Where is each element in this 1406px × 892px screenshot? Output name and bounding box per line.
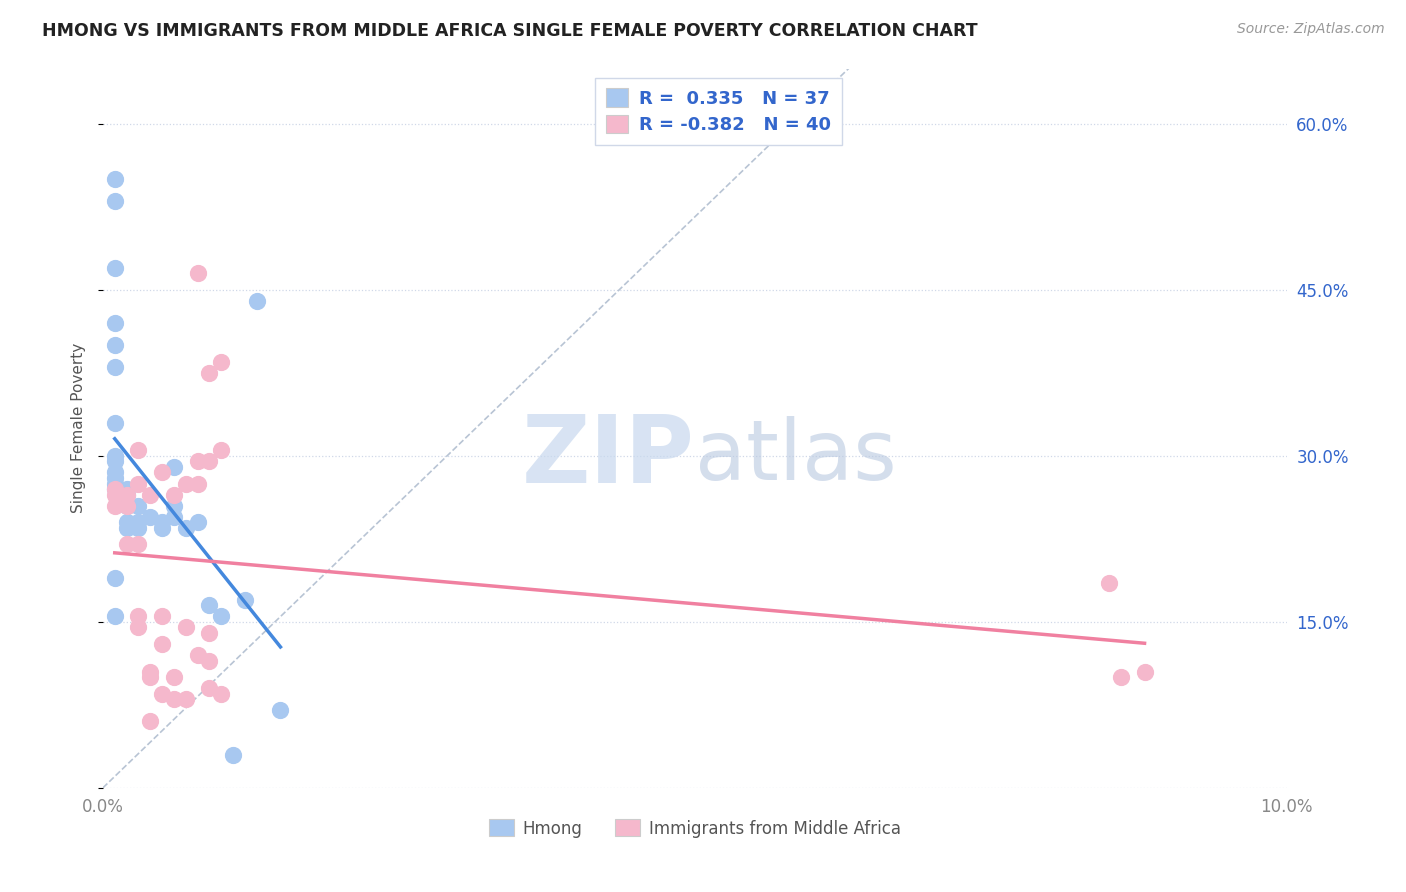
Point xyxy=(198,366,221,380)
Legend: Hmong, Immigrants from Middle Africa: Hmong, Immigrants from Middle Africa xyxy=(482,813,907,844)
Point xyxy=(209,355,232,369)
Point xyxy=(163,499,186,513)
Point xyxy=(104,454,127,468)
Point xyxy=(127,620,149,634)
Point xyxy=(104,316,127,330)
Point xyxy=(104,499,127,513)
Point xyxy=(104,609,127,624)
Point xyxy=(104,471,127,485)
Point xyxy=(1098,576,1121,591)
Point xyxy=(163,459,186,474)
Point xyxy=(187,476,209,491)
Point xyxy=(104,360,127,375)
Point xyxy=(127,609,149,624)
Y-axis label: Single Female Poverty: Single Female Poverty xyxy=(72,343,86,513)
Point xyxy=(127,499,149,513)
Point xyxy=(198,454,221,468)
Point xyxy=(139,714,162,729)
Point xyxy=(150,466,173,480)
Point xyxy=(222,747,245,762)
Point xyxy=(139,670,162,684)
Point xyxy=(104,416,127,430)
Text: Source: ZipAtlas.com: Source: ZipAtlas.com xyxy=(1237,22,1385,37)
Point xyxy=(139,509,162,524)
Point xyxy=(115,515,138,529)
Point xyxy=(115,487,138,501)
Point xyxy=(104,172,127,186)
Point xyxy=(104,260,127,275)
Point xyxy=(174,521,197,535)
Point xyxy=(150,515,173,529)
Text: ZIP: ZIP xyxy=(522,411,695,503)
Point xyxy=(198,654,221,668)
Point xyxy=(127,521,149,535)
Point xyxy=(246,293,269,308)
Point xyxy=(1109,670,1132,684)
Point xyxy=(139,665,162,679)
Point xyxy=(104,194,127,209)
Point xyxy=(1133,665,1156,679)
Point xyxy=(104,338,127,352)
Point xyxy=(187,648,209,662)
Point xyxy=(174,476,197,491)
Point xyxy=(209,443,232,458)
Point xyxy=(163,509,186,524)
Point xyxy=(198,626,221,640)
Point xyxy=(187,266,209,280)
Point xyxy=(209,687,232,701)
Point xyxy=(163,487,186,501)
Point xyxy=(139,487,162,501)
Point xyxy=(150,637,173,651)
Point xyxy=(115,482,138,496)
Point xyxy=(174,620,197,634)
Point xyxy=(115,537,138,551)
Point xyxy=(163,670,186,684)
Point xyxy=(115,487,138,501)
Point xyxy=(104,482,127,496)
Point xyxy=(150,687,173,701)
Text: atlas: atlas xyxy=(695,417,897,498)
Point xyxy=(150,521,173,535)
Point xyxy=(104,487,127,501)
Point xyxy=(150,609,173,624)
Point xyxy=(127,537,149,551)
Point xyxy=(163,692,186,706)
Point xyxy=(187,515,209,529)
Point xyxy=(127,443,149,458)
Point xyxy=(174,692,197,706)
Point xyxy=(104,482,127,496)
Point xyxy=(187,454,209,468)
Point xyxy=(104,571,127,585)
Point xyxy=(269,703,291,717)
Point xyxy=(198,681,221,696)
Point xyxy=(115,499,138,513)
Point xyxy=(104,449,127,463)
Point xyxy=(104,476,127,491)
Text: HMONG VS IMMIGRANTS FROM MIDDLE AFRICA SINGLE FEMALE POVERTY CORRELATION CHART: HMONG VS IMMIGRANTS FROM MIDDLE AFRICA S… xyxy=(42,22,977,40)
Point xyxy=(115,521,138,535)
Point xyxy=(198,599,221,613)
Point xyxy=(104,466,127,480)
Point xyxy=(127,476,149,491)
Point xyxy=(115,499,138,513)
Point xyxy=(127,515,149,529)
Point xyxy=(233,592,256,607)
Point xyxy=(209,609,232,624)
